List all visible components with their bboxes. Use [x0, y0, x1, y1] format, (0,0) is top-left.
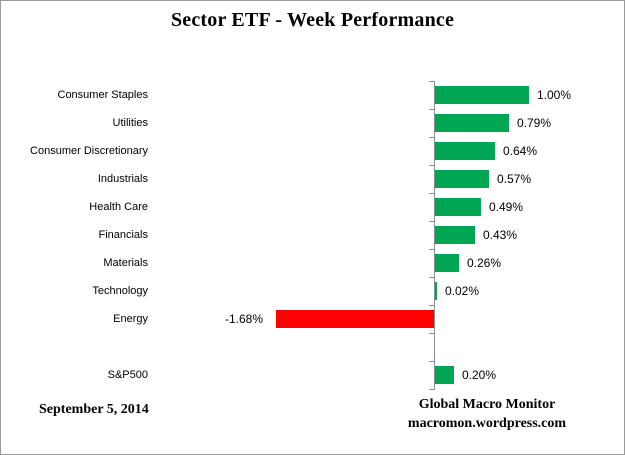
category-label-materials: Materials [103, 257, 148, 269]
value-label-energy: -1.68% [224, 312, 263, 326]
bar-materials [435, 254, 459, 272]
axis-tick [429, 109, 434, 110]
axis-tick [429, 305, 434, 306]
bar-technology [435, 282, 437, 300]
category-label-consumer-staples: Consumer Staples [57, 89, 149, 101]
category-label-technology: Technology [92, 285, 148, 297]
value-label-technology: 0.02% [445, 284, 480, 298]
value-label-consumer-discretionary: 0.64% [503, 144, 538, 158]
value-label-industrials: 0.57% [497, 172, 532, 186]
bar-consumer-staples [435, 86, 529, 104]
value-label-materials: 0.26% [467, 256, 502, 270]
bar-consumer-discretionary [435, 142, 495, 160]
axis-tick [429, 333, 434, 334]
category-label-industrials: Industrials [97, 173, 148, 185]
value-label-financials: 0.43% [483, 228, 518, 242]
source-url: macromon.wordpress.com [407, 416, 567, 431]
plot-area: Consumer Staples 1.00% Utilities 0.79% Consu… [1, 81, 624, 390]
bar-financials [435, 226, 475, 244]
axis-tick [429, 193, 434, 194]
axis-tick [429, 221, 434, 222]
axis-tick [429, 249, 434, 250]
category-label-financials: Financials [98, 229, 148, 241]
value-label-consumer-staples: 1.00% [537, 88, 572, 102]
axis-tick [429, 165, 434, 166]
category-label-utilities: Utilities [112, 117, 148, 129]
value-label-utilities: 0.79% [517, 116, 552, 130]
bar-energy [276, 310, 434, 328]
axis-tick [429, 137, 434, 138]
date-label: September 5, 2014 [39, 402, 149, 417]
value-axis-line [434, 81, 435, 390]
axis-tick [429, 389, 434, 390]
source-name: Global Macro Monitor [418, 397, 556, 412]
category-label-health-care: Health Care [89, 201, 148, 213]
bar-s-p500 [435, 366, 454, 384]
axis-tick [429, 361, 434, 362]
bar-industrials [435, 170, 489, 188]
category-label-energy: Energy [113, 313, 148, 325]
bar-health-care [435, 198, 481, 216]
source-attribution: Global Macro Monitor macromon.wordpress.… [382, 395, 592, 433]
value-label-health-care: 0.49% [489, 200, 524, 214]
bar-utilities [435, 114, 509, 132]
category-label-consumer-discretionary: Consumer Discretionary [30, 145, 148, 157]
axis-tick [429, 81, 434, 82]
value-label-s-p500: 0.20% [462, 368, 497, 382]
axis-tick [429, 277, 434, 278]
chart-title: Sector ETF - Week Performance [170, 9, 455, 31]
category-label-s-p500: S&P500 [107, 369, 148, 381]
